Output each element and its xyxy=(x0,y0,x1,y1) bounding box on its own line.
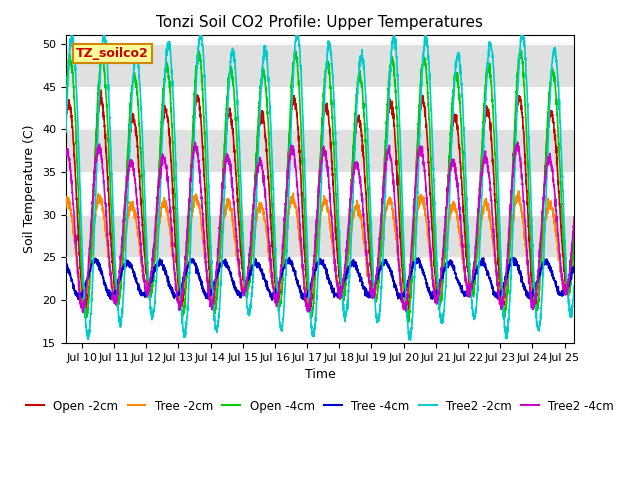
Bar xyxy=(66,44,574,86)
X-axis label: Time: Time xyxy=(305,368,335,381)
Text: TZ_soilco2: TZ_soilco2 xyxy=(76,47,148,60)
Title: Tonzi Soil CO2 Profile: Upper Temperatures: Tonzi Soil CO2 Profile: Upper Temperatur… xyxy=(157,15,483,30)
Legend: Open -2cm, Tree -2cm, Open -4cm, Tree -4cm, Tree2 -2cm, Tree2 -4cm: Open -2cm, Tree -2cm, Open -4cm, Tree -4… xyxy=(21,395,619,417)
Bar xyxy=(66,129,574,172)
Y-axis label: Soil Temperature (C): Soil Temperature (C) xyxy=(24,125,36,253)
Bar xyxy=(66,215,574,257)
